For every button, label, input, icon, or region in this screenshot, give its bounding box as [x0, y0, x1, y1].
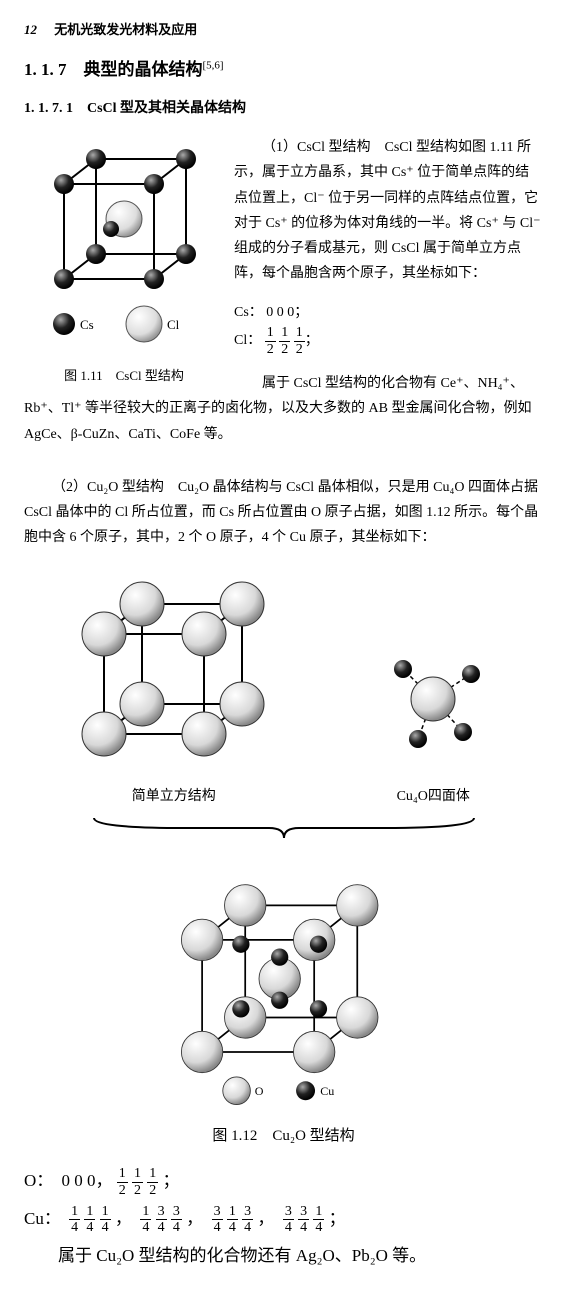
coord-cu-frac: 14	[227, 1204, 238, 1236]
coord-cu-label: Cu：	[24, 1209, 61, 1228]
figure-1-11: Cs Cl 图 1.11 CsCl 型结构	[24, 129, 224, 394]
simple-cubic-caption: 简单立方结构	[64, 784, 284, 809]
coord-o-trail: ；	[163, 1171, 180, 1190]
cscl-diagram-svg: Cs Cl	[24, 129, 224, 349]
coord-cu: Cu： 14 14 14 ， 14 34 34 ， 34 14 34 ， 34 …	[24, 1200, 543, 1237]
page-number: 12	[24, 22, 37, 37]
cu2o-svg: O Cu	[154, 858, 414, 1108]
brace-svg	[74, 813, 494, 843]
heading-1-citation: [5,6]	[203, 60, 224, 72]
coord-cu-frac: 34	[156, 1204, 167, 1236]
coord-cu-frac: 14	[313, 1204, 324, 1236]
coord-cu-frac: 14	[140, 1204, 151, 1236]
figure-1-12-main: O Cu 图 1.12 Cu₂O 型结构	[24, 858, 543, 1150]
coord-cs-value: 0 0 0；	[266, 305, 308, 320]
coord-cu-frac: 34	[242, 1204, 253, 1236]
coord-cl-label: Cl：	[234, 334, 261, 349]
figure-1-11-caption: 图 1.11 CsCl 型结构	[24, 364, 224, 387]
heading-1-text: 1. 1. 7 典型的晶体结构	[24, 60, 203, 79]
figure-1-12-upper: 简单立方结构 Cu₄O四面体	[24, 564, 543, 808]
simple-cubic-col: 简单立方结构	[64, 564, 284, 808]
cu4o-col: Cu₄O四面体	[363, 624, 503, 808]
brace-row	[24, 813, 543, 852]
coord-cu-frac: 34	[283, 1204, 294, 1236]
coord-o-first: 0 0 0，	[62, 1171, 113, 1190]
coord-cu-frac: 14	[100, 1204, 111, 1236]
section-heading-2: 1. 1. 7. 1 CsCl 型及其相关晶体结构	[24, 96, 543, 121]
coord-cu-frac: 34	[212, 1204, 223, 1236]
simple-cubic-svg	[64, 564, 284, 774]
coord-o: O： 0 0 0， 12 12 12 ；	[24, 1162, 543, 1199]
cu4o-tetra-svg	[363, 624, 503, 774]
svg-text:O: O	[254, 1084, 263, 1098]
coord-cu-frac: 14	[84, 1204, 95, 1236]
book-title: 无机光致发光材料及应用	[54, 22, 197, 37]
coord-cu-frac: 34	[298, 1204, 309, 1236]
coord-cs-label: Cs：	[234, 305, 263, 320]
coord-cu-trail: ；	[329, 1209, 346, 1228]
figure-1-12-caption: 图 1.12 Cu₂O 型结构	[24, 1123, 543, 1150]
paragraph-3: （2）Cu₂O 型结构 Cu₂O 晶体结构与 CsCl 晶体相似，只是用 Cu₄…	[24, 475, 543, 551]
final-line: 属于 Cu₂O 型结构的化合物还有 Ag₂O、Pb₂O 等。	[24, 1241, 543, 1272]
svg-text:Cu: Cu	[320, 1084, 334, 1098]
coord-cu-frac: 14	[69, 1204, 80, 1236]
svg-text:Cs: Cs	[80, 317, 94, 332]
coord-o-label: O：	[24, 1171, 53, 1190]
coord-cu-frac: 34	[171, 1204, 182, 1236]
svg-text:Cl: Cl	[167, 317, 180, 332]
coords-block-2: O： 0 0 0， 12 12 12 ； Cu： 14 14 14 ， 14 3…	[24, 1162, 543, 1237]
cu4o-caption: Cu₄O四面体	[363, 784, 503, 809]
section-heading-1: 1. 1. 7 典型的晶体结构[5,6]	[24, 55, 543, 86]
running-header: 12 无机光致发光材料及应用	[24, 18, 543, 41]
